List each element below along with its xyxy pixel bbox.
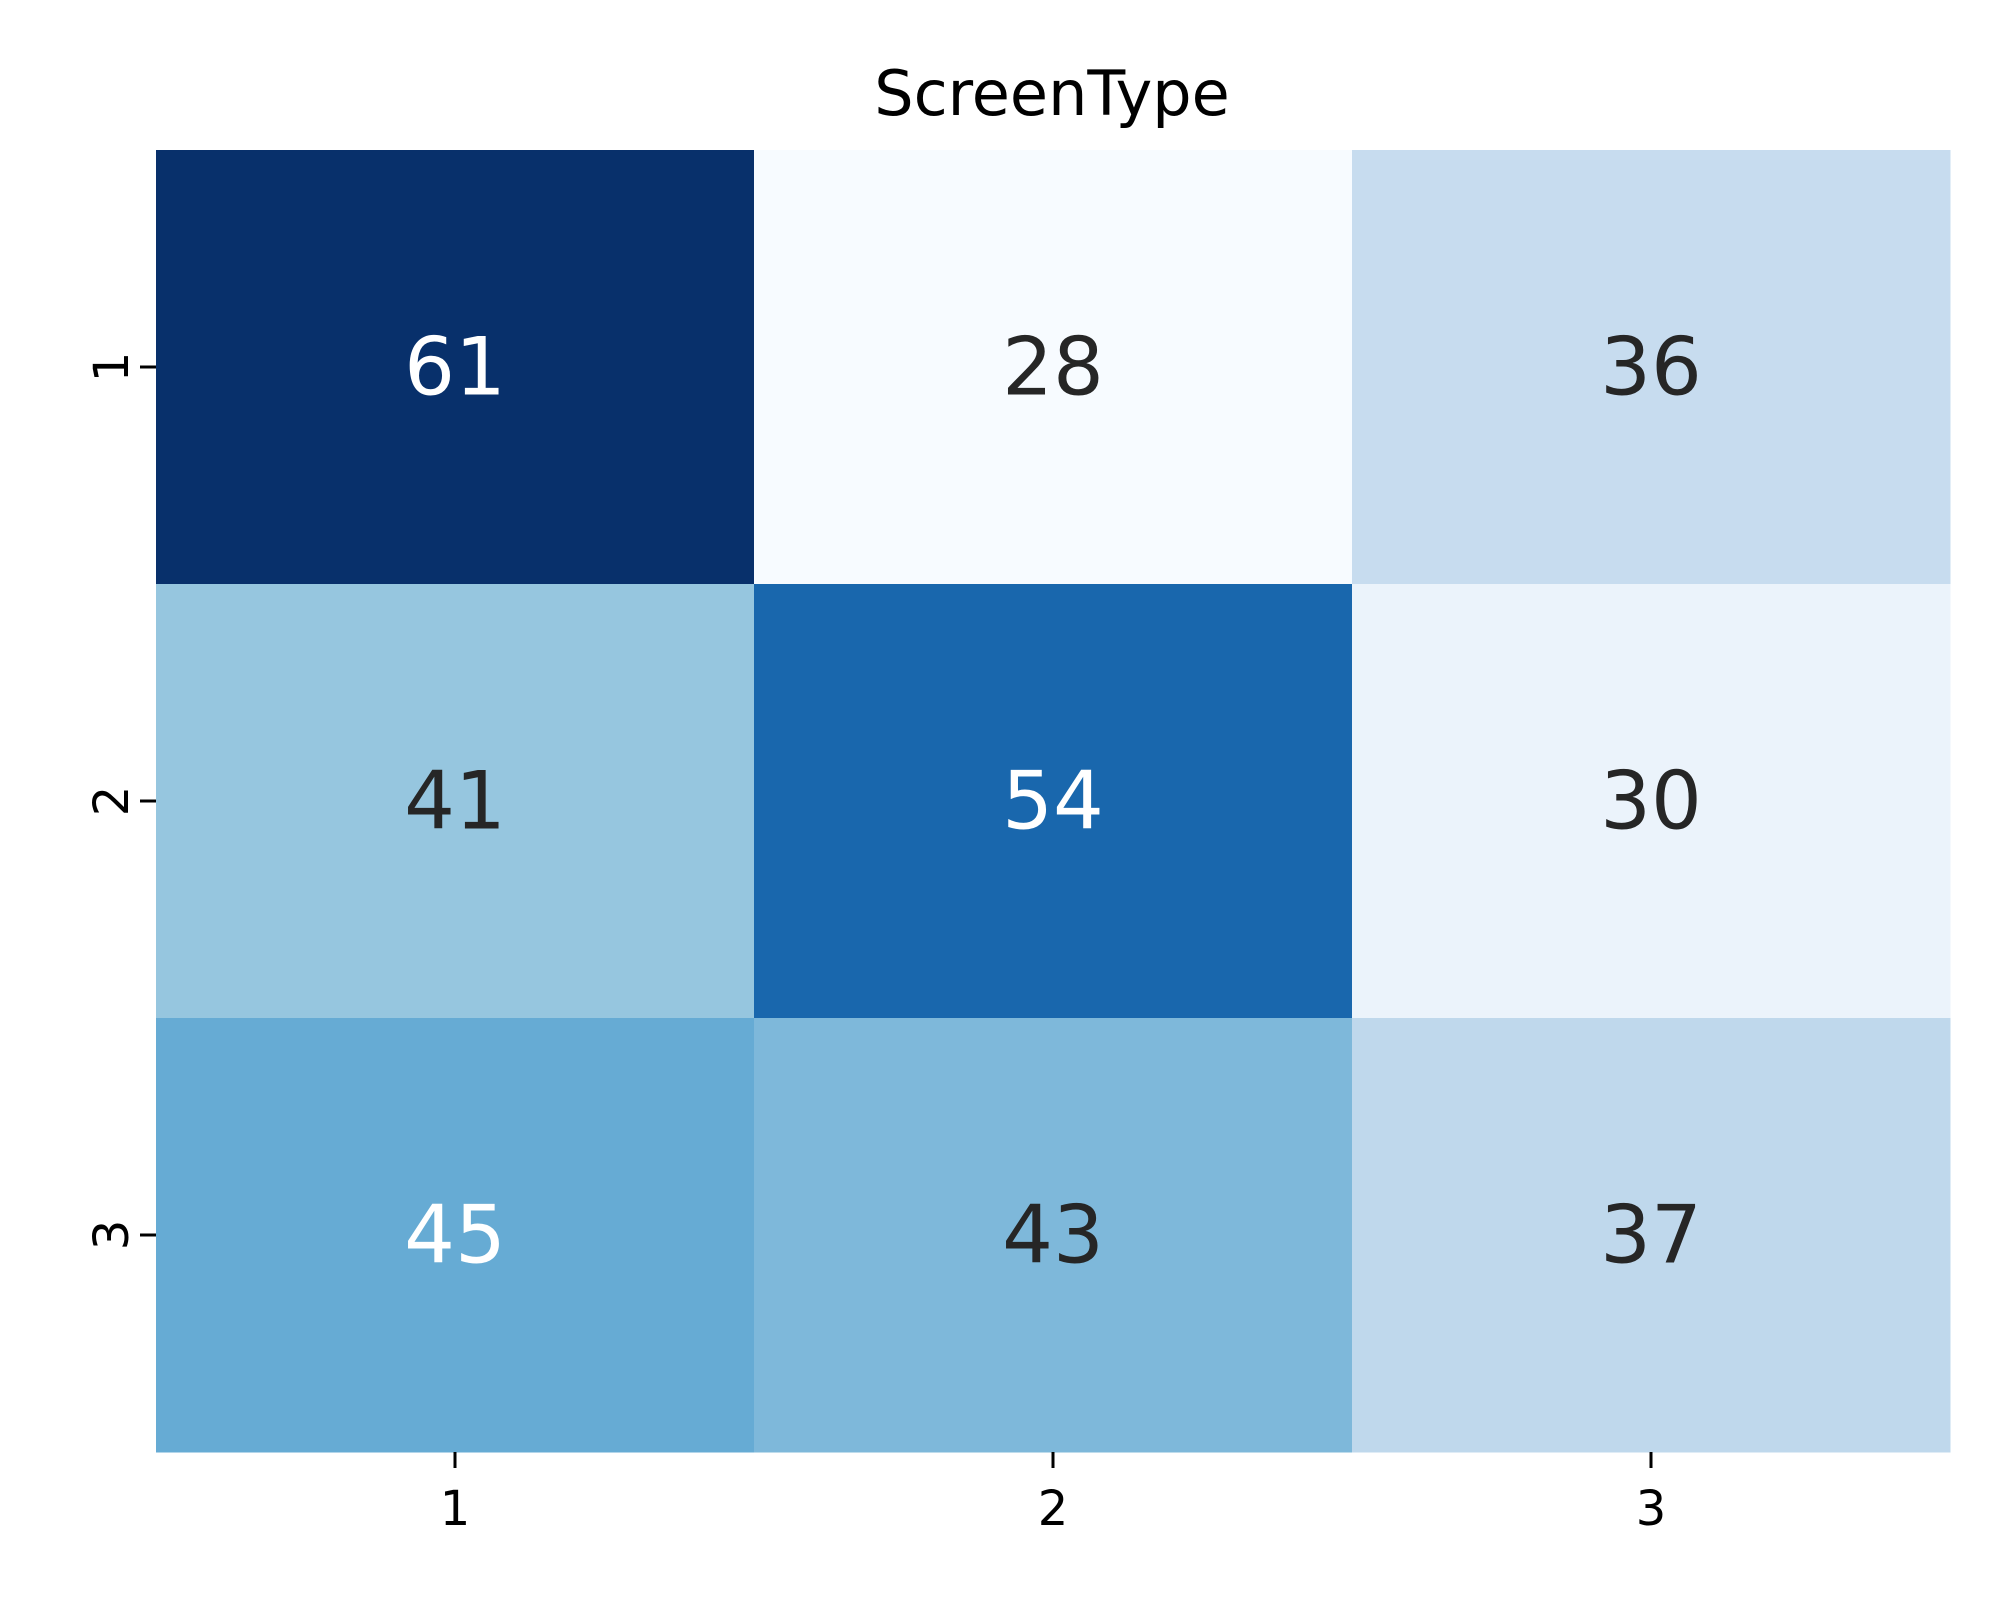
heatmap-cell-r3-c1 xyxy=(156,1018,755,1453)
x-tick-label-1: 1 xyxy=(440,1481,471,1537)
heatmap-cell-r1-c3 xyxy=(1352,150,1951,585)
x-tick-label-2: 2 xyxy=(1038,1481,1069,1537)
heatmap-cell-label-r3-c2: 43 xyxy=(1002,1189,1104,1282)
heatmap-cell-label-r1-c2: 28 xyxy=(1002,321,1104,414)
heatmap-cell-r1-c2 xyxy=(754,150,1353,585)
heatmap-cell-r3-c2 xyxy=(754,1018,1353,1453)
heatmap-cell-r1-c1 xyxy=(156,150,755,585)
heatmap-cell-label-r3-c3: 37 xyxy=(1600,1189,1702,1282)
heatmap-cell-label-r1-c3: 36 xyxy=(1600,321,1702,414)
heatmap-axes: 1 2 3 1 2 3 xyxy=(84,352,1666,1537)
heatmap-cell-label-r1-c1: 61 xyxy=(404,321,506,414)
heatmap-cells xyxy=(156,150,1951,1453)
heatmap-cell-r2-c3 xyxy=(1352,584,1951,1019)
heatmap-cell-label-r2-c2: 54 xyxy=(1002,755,1104,848)
heatmap-cell-r2-c2 xyxy=(754,584,1353,1019)
heatmap-cell-label-r2-c3: 30 xyxy=(1600,755,1702,848)
y-tick-label-2: 2 xyxy=(84,786,140,817)
heatmap-cell-label-r2-c1: 41 xyxy=(404,755,506,848)
heatmap-cell-r3-c3 xyxy=(1352,1018,1951,1453)
y-tick-label-1: 1 xyxy=(84,352,140,383)
heatmap-annotations: 61 28 36 41 54 30 45 43 37 xyxy=(404,321,1702,1282)
heatmap-cell-r2-c1 xyxy=(156,584,755,1019)
chart-title: ScreenType xyxy=(874,57,1230,130)
heatmap-cell-label-r3-c1: 45 xyxy=(404,1189,506,1282)
x-tick-label-3: 3 xyxy=(1636,1481,1667,1537)
y-tick-label-3: 3 xyxy=(84,1220,140,1251)
